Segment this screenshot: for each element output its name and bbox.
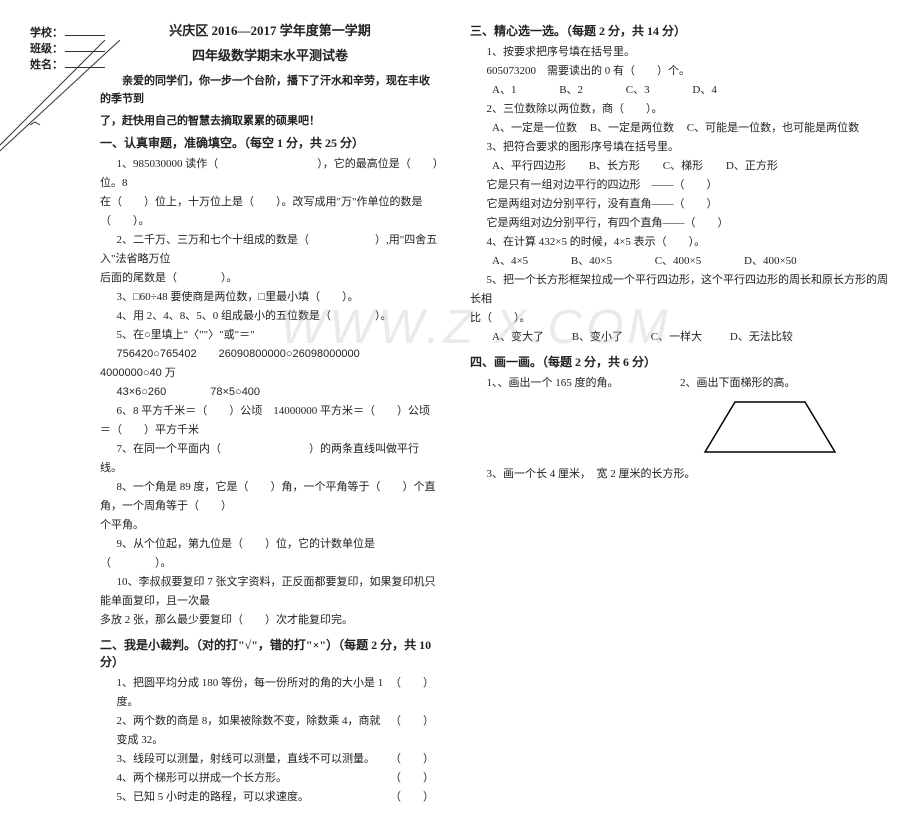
s1-q10b: 多放 2 张，那么最少要复印（ ）次才能复印完。 xyxy=(100,611,440,630)
trapezoid-wrap xyxy=(470,397,890,457)
s1-q4: 4、用 2、4、8、5、0 组成最小的五位数是（ ）。 xyxy=(100,307,440,326)
s3-q2-b: B、一定是两位数 xyxy=(590,119,674,138)
s2-q2-paren: （ ） xyxy=(390,712,440,750)
s3-q3-a: A、平行四边形 xyxy=(492,157,566,176)
s3-q5a: 5、把一个长方形框架拉成一个平行四边形，这个平行四边形的周长和原长方形的周长相 xyxy=(470,271,890,309)
s3-q2-opts: A、一定是一位数 B、一定是两位数 C、可能是一位数，也可能是两位数 xyxy=(470,119,890,138)
s4-q3: 3、画一个长 4 厘米， 宽 2 厘米的长方形。 xyxy=(470,465,890,484)
s2-q2: 2、两个数的商是 8，如果被除数不变，除数乘 4，商就变成 32。（ ） xyxy=(100,712,440,750)
s3-q3-b: B、长方形 xyxy=(589,157,640,176)
s3-q3c: 它是两组对边分别平行，没有直角——（ ） xyxy=(470,195,890,214)
s4-q1: 1、、画出一个 165 度的角。 xyxy=(470,374,680,393)
s3-q1-c: C、3 xyxy=(626,81,650,100)
s2-q2-text: 2、两个数的商是 8，如果被除数不变，除数乘 4，商就变成 32。 xyxy=(117,712,391,750)
s3-q4-a: A、4×5 xyxy=(492,252,528,271)
s2-q5-text: 5、已知 5 小时走的路程，可以求速度。 xyxy=(117,788,310,807)
title-sub: 四年级数学期末水平测试卷 xyxy=(100,45,440,64)
s4-q2: 2、画出下面梯形的高。 xyxy=(680,374,890,393)
s1-q6: 6、8 平方千米＝（ ）公顷 14000000 平方米＝（ ）公顷＝（ ）平方千… xyxy=(100,402,440,440)
s2-q3-text: 3、线段可以测量，射线可以测量，直线不可以测量。 xyxy=(117,750,376,769)
s2-q4: 4、两个梯形可以拼成一个长方形。 （ ） xyxy=(100,769,440,788)
s3-q4-opts: A、4×5 B、40×5 C、400×5 D、400×50 xyxy=(470,252,890,271)
s3-q3a: 3、把符合要求的图形序号填在括号里。 xyxy=(470,138,890,157)
s1-q1b: 在（ ）位上，十万位上是（ ）。改写成用"万"作单位的数是（ ）。 xyxy=(100,193,440,231)
s3-q3d: 它是两组对边分别平行，有四个直角——（ ） xyxy=(470,214,890,233)
s3-q3b: 它是只有一组对边平行的四边形 ——（ ） xyxy=(470,176,890,195)
s1-q10a: 10、李叔叔要复印 7 张文字资料，正反面都要复印，如果复印机只能单面复印，且一… xyxy=(100,573,440,611)
s3-q4: 4、在计算 432×5 的时候，4×5 表示（ ）。 xyxy=(470,233,890,252)
s3-q5-a: A、变大了 xyxy=(492,328,544,347)
s3-q2: 2、三位数除以两位数，商（ ）。 xyxy=(470,100,890,119)
s2-q4-text: 4、两个梯形可以拼成一个长方形。 xyxy=(117,769,288,788)
section1-head: 一、认真审题，准确填空。（每空 1 分，共 25 分） xyxy=(100,134,440,151)
school-label: 学校： xyxy=(30,27,63,39)
s2-q4-paren: （ ） xyxy=(390,769,440,788)
s1-q5b: 756420○765402 26090800000○26098000000 40… xyxy=(100,345,440,383)
s3-q3-c: C、梯形 xyxy=(663,157,703,176)
section3-head: 三、精心选一选。（每题 2 分，共 14 分） xyxy=(470,22,890,39)
s1-q5c: 43×6○260 78×5○400 xyxy=(100,383,440,402)
s1-q8a: 8、一个角是 89 度，它是（ ）角，一个平角等于（ ）个直角，一个周角等于（ … xyxy=(100,478,440,516)
s3-q3-d: D、正方形 xyxy=(726,157,778,176)
student-info-block: 学校： 班级： 姓名： xyxy=(30,25,105,73)
s3-q3-opts: A、平行四边形 B、长方形 C、梯形 D、正方形 xyxy=(470,157,890,176)
s1-q5a: 5、在○里填上"〈""〉"或"＝" xyxy=(100,326,440,345)
s2-q3-paren: （ ） xyxy=(390,750,440,769)
s1-q3: 3、□60÷48 要使商是两位数，□里最小填（ ）。 xyxy=(100,288,440,307)
s3-q4-c: C、400×5 xyxy=(655,252,702,271)
s3-q1-a: A、1 xyxy=(492,81,516,100)
name-label: 姓名： xyxy=(30,59,63,71)
s2-q1-text: 1、把圆平均分成 180 等份，每一份所对的角的大小是 1 度。 xyxy=(117,674,391,712)
s1-q9: 9、从个位起，第九位是（ ）位，它的计数单位是（ ）。 xyxy=(100,535,440,573)
s3-q5-opts: A、变大了 B、变小了 C、一样大 D、无法比较 xyxy=(470,328,890,347)
s2-q5-paren: （ ） xyxy=(390,788,440,807)
s3-q1a: 1、按要求把序号填在括号里。 xyxy=(470,43,890,62)
s3-q1-b: B、2 xyxy=(559,81,583,100)
class-label: 班级： xyxy=(30,43,63,55)
s3-q5-b: B、变小了 xyxy=(572,328,623,347)
section4-head: 四、画一画。（每题 2 分，共 6 分） xyxy=(470,353,890,370)
s1-q2b: 后面的尾数是（ ）。 xyxy=(100,269,440,288)
s3-q4-b: B、40×5 xyxy=(571,252,612,271)
page-container: 兴庆区 2016—2017 学年度第一学期 四年级数学期末水平测试卷 亲爱的同学… xyxy=(0,0,920,817)
s3-q1-opts: A、1 B、2 C、3 D、4 xyxy=(470,81,890,100)
s4-row1: 1、、画出一个 165 度的角。 2、画出下面梯形的高。 xyxy=(470,374,890,393)
intro-line-1: 亲爱的同学们，你一步一个台阶，播下了汗水和辛劳，现在丰收的季节到 xyxy=(100,72,440,108)
s3-q5-d: D、无法比较 xyxy=(730,328,793,347)
s2-q1-paren: （ ） xyxy=(390,674,440,712)
s2-q3: 3、线段可以测量，射线可以测量，直线不可以测量。 （ ） xyxy=(100,750,440,769)
s3-q2-c: C、可能是一位数，也可能是两位数 xyxy=(687,119,859,138)
s1-q1a: 1、985030000 读作（ ），它的最高位是（ ）位。8 xyxy=(100,155,440,193)
s3-q4-d: D、400×50 xyxy=(744,252,797,271)
s2-q1: 1、把圆平均分成 180 等份，每一份所对的角的大小是 1 度。（ ） xyxy=(100,674,440,712)
intro-line-2: 了，赶快用自己的智慧去摘取累累的硕果吧！ xyxy=(100,112,440,130)
trapezoid-icon xyxy=(695,397,845,457)
title-main: 兴庆区 2016—2017 学年度第一学期 xyxy=(100,20,440,39)
s3-q1-d: D、4 xyxy=(692,81,716,100)
s3-q5-c: C、一样大 xyxy=(651,328,702,347)
s2-q5: 5、已知 5 小时走的路程，可以求速度。 （ ） xyxy=(100,788,440,807)
left-column: 兴庆区 2016—2017 学年度第一学期 四年级数学期末水平测试卷 亲爱的同学… xyxy=(30,20,460,807)
s1-q2a: 2、二千万、三万和七个十组成的数是（ ）,用"四舍五入"法省略万位 xyxy=(100,231,440,269)
s3-q5b: 比（ ）。 xyxy=(470,309,890,328)
s3-q1b: 605073200 需要读出的 0 有（ ）个。 xyxy=(470,62,890,81)
s1-q8b: 个平角。 xyxy=(100,516,440,535)
section2-head: 二、我是小裁判。（对的打"√"，错的打"×"）（每题 2 分，共 10 分） xyxy=(100,636,440,670)
right-column: 三、精心选一选。（每题 2 分，共 14 分） 1、按要求把序号填在括号里。 6… xyxy=(460,20,890,807)
s3-q2-a: A、一定是一位数 xyxy=(492,119,577,138)
s1-q7: 7、在同一个平面内（ ）的两条直线叫做平行线。 xyxy=(100,440,440,478)
